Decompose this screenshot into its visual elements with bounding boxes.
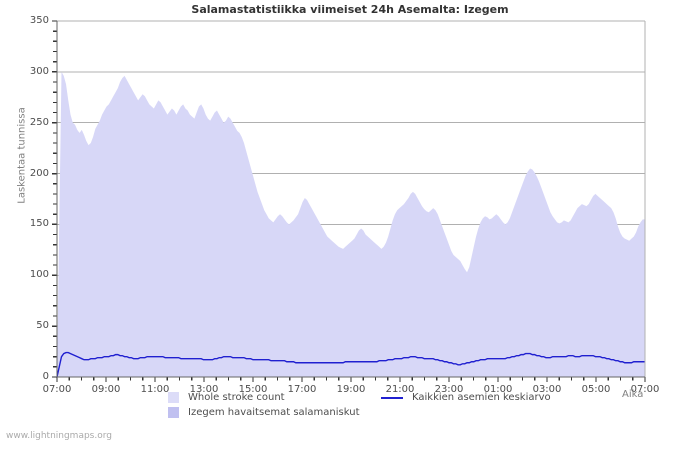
legend-label: Whole stroke count [188, 392, 285, 403]
y-minor-ticks [52, 20, 57, 378]
chart-title: Salamastatistiikka viimeiset 24h Asemalt… [191, 3, 509, 16]
x-tick-label: 07:00 [630, 384, 660, 395]
y-axis-label: Laskentaa tunnissa [16, 107, 28, 204]
source-watermark: www.lightningmaps.org [6, 431, 112, 441]
y-tick-label: 200 [29, 167, 49, 179]
y-tick-label: 100 [29, 269, 49, 281]
chart-legend: Whole stroke count Izegem havaitsemat sa… [0, 389, 700, 421]
y-tick-label: 300 [29, 65, 49, 77]
x-tick-label: 21:00 [385, 384, 415, 395]
legend-item-whole-stroke-count[interactable]: Whole stroke count [168, 392, 285, 403]
legend-swatch-icon [168, 407, 179, 418]
x-tick-label: 03:00 [532, 384, 562, 395]
y-tick-label: 50 [36, 320, 49, 332]
legend-label: Izegem havaitsemat salamaniskut [188, 407, 360, 418]
x-tick-label: 15:00 [238, 384, 268, 395]
y-tick-label: 0 [42, 371, 49, 382]
x-tick-label: 17:00 [287, 384, 317, 395]
legend-line-icon [381, 396, 403, 399]
x-tick-label: 23:00 [434, 384, 464, 395]
x-minor-ticks [56, 377, 646, 382]
legend-item-all-stations-average[interactable]: Kaikkien asemien keskiarvo [381, 392, 551, 403]
legend-swatch-icon [168, 392, 179, 403]
x-tick-label: 05:00 [581, 384, 611, 395]
plot-frame [56, 20, 646, 378]
x-tick-label: 01:00 [483, 384, 513, 395]
x-tick-label: 19:00 [336, 384, 366, 395]
whole-stroke-count-area [57, 71, 645, 377]
y-tick-label: 150 [29, 218, 49, 230]
x-axis-label: Aika [622, 389, 644, 400]
y-tick-label: 350 [29, 15, 49, 26]
y-tick-label: 250 [29, 116, 49, 128]
x-tick-label: 13:00 [189, 384, 219, 395]
all-stations-average-line [56, 351, 645, 378]
x-tick-label: 07:00 [42, 384, 72, 395]
legend-item-izegem-detected-strokes[interactable]: Izegem havaitsemat salamaniskut [168, 407, 360, 418]
x-tick-label: 09:00 [91, 384, 121, 395]
legend-label: Kaikkien asemien keskiarvo [412, 392, 551, 403]
x-tick-label: 11:00 [140, 384, 170, 395]
